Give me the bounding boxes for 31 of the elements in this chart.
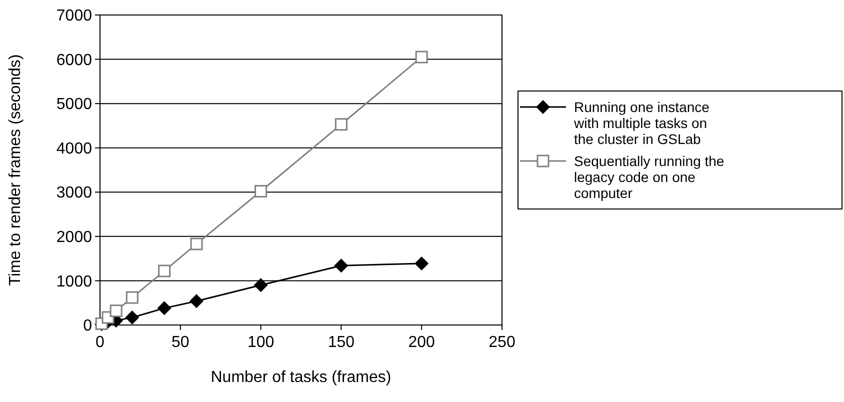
x-tick-label: 100	[247, 334, 274, 351]
point	[126, 291, 138, 304]
legend-label: Sequentially running the legacy code on one computer	[574, 152, 724, 201]
point	[190, 238, 203, 250]
y-tick-label: 0	[83, 318, 92, 335]
y-tick-label: 7000	[56, 8, 92, 25]
y-tick-label: 2000	[56, 229, 92, 246]
point	[414, 256, 429, 270]
y-tick-label: 1000	[56, 273, 92, 290]
point	[125, 310, 140, 324]
y-tick-label: 6000	[56, 52, 92, 69]
x-tick-label: 50	[172, 334, 190, 351]
x-axis-title: Number of tasks (frames)	[210, 369, 392, 386]
point	[189, 294, 204, 308]
point	[158, 264, 171, 278]
y-tick-label: 3000	[56, 184, 92, 202]
x-tick-label: 250	[488, 334, 516, 351]
point	[254, 278, 268, 292]
y-axis-title: Time to render frames (seconds)	[7, 54, 24, 286]
y-tick-label: 4000	[56, 140, 92, 158]
point	[415, 50, 428, 64]
x-tick-label: 200	[408, 334, 436, 351]
point	[334, 258, 348, 273]
legend-label: Running one instance with multiple tasks on the cluster in GSLab	[573, 98, 710, 147]
point	[254, 185, 268, 198]
x-tick-label: 150	[328, 334, 355, 351]
point	[334, 118, 348, 131]
y-tick-label: 5000	[56, 96, 92, 114]
x-tick-label: 0	[96, 334, 105, 351]
point	[157, 301, 172, 316]
point	[110, 304, 122, 318]
